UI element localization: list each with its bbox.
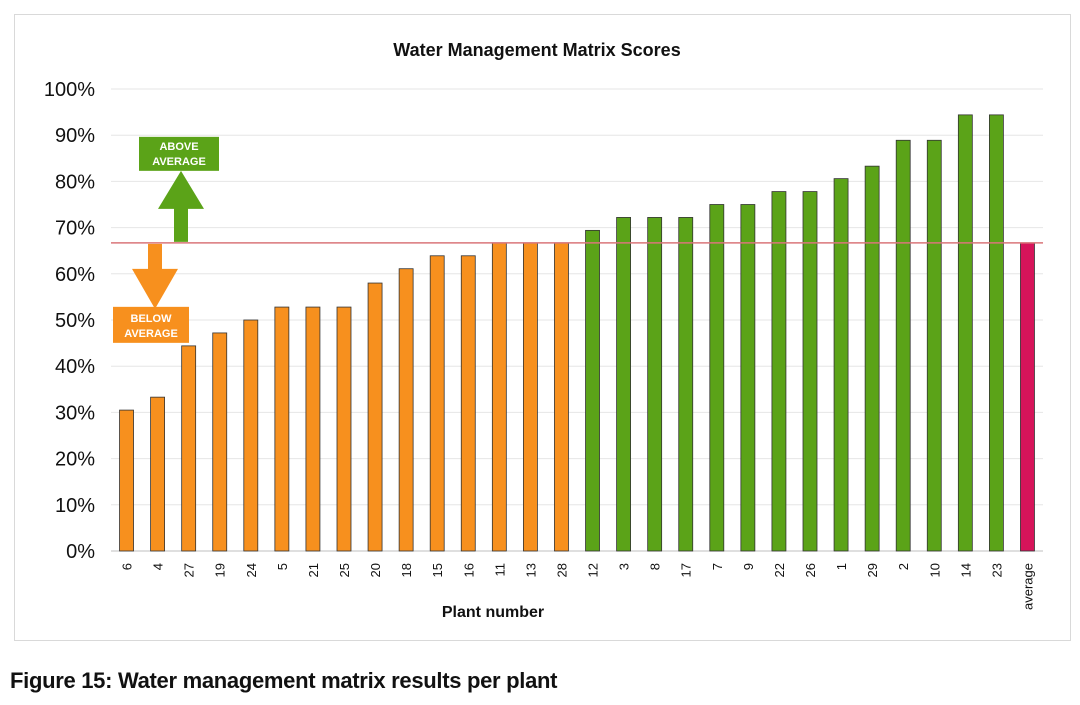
above-average-label: ABOVE	[159, 141, 198, 153]
bar-plant-20	[367, 282, 383, 552]
bar-plant-11	[491, 242, 507, 552]
x-tick-label: 11	[492, 563, 507, 577]
bars	[119, 114, 1035, 552]
x-axis-ticks: 6 4 27 19 24 5 21 25 20 18 15 16 11 13 28 12 3 8 17 7 9 22 26 1…	[120, 563, 1036, 610]
x-tick-label: 17	[679, 563, 694, 577]
x-tick-label: 27	[182, 563, 197, 577]
x-tick-label: 10	[927, 563, 942, 577]
x-tick-label: 19	[213, 563, 228, 577]
bar-plant-7	[709, 204, 725, 552]
bar-plant-28	[554, 242, 569, 552]
bar-plant-average	[1020, 242, 1035, 552]
x-tick-label: 1	[834, 563, 849, 570]
bar-plant-1	[833, 178, 849, 552]
x-tick-label: 8	[648, 563, 663, 570]
bar-plant-26	[802, 191, 818, 552]
x-tick-label: 5	[275, 563, 290, 570]
x-tick-label: 2	[896, 563, 911, 570]
x-tick-label: 3	[617, 563, 632, 570]
x-tick-label: 22	[772, 563, 787, 577]
arrow-up-icon	[158, 170, 204, 242]
y-tick-label: 100%	[44, 79, 95, 101]
x-tick-label: 6	[120, 563, 135, 570]
below-average-box	[113, 306, 189, 343]
x-tick-label: 9	[741, 563, 756, 570]
below-average-label: AVERAGE	[124, 328, 178, 340]
above-average-label: AVERAGE	[152, 156, 206, 168]
bar-plant-23	[989, 114, 1004, 552]
x-tick-label: 23	[989, 563, 1004, 577]
x-tick-label: 29	[865, 563, 880, 577]
bar-plant-21	[305, 306, 321, 552]
bar-plant-17	[678, 217, 694, 552]
y-tick-label: 90%	[55, 125, 95, 147]
bar-plant-4	[150, 396, 166, 552]
bar-plant-5	[274, 306, 290, 552]
chart-title: Water Management Matrix Scores	[393, 40, 680, 60]
bar-plant-27	[181, 345, 197, 552]
bar-plant-8	[647, 217, 663, 552]
bar-plant-6	[119, 409, 134, 552]
chart-frame: Water Management Matrix Scores 0% 10% 20% 3…	[14, 14, 1071, 641]
bar-plant-25	[336, 306, 352, 552]
y-tick-label: 0%	[66, 541, 95, 563]
above-average-box	[139, 136, 219, 171]
x-tick-label: 13	[523, 563, 538, 577]
bar-plant-19	[212, 332, 228, 552]
x-tick-label: 15	[430, 563, 445, 577]
y-tick-label: 70%	[55, 218, 95, 240]
bar-plant-14	[957, 114, 973, 552]
bar-plant-18	[398, 268, 414, 552]
x-tick-label: 20	[368, 563, 383, 577]
y-axis-ticks: 0% 10% 20% 30% 40% 50% 60% 70% 80% 90% 100%	[44, 79, 95, 563]
x-tick-label: 14	[958, 563, 973, 577]
x-tick-label: 7	[710, 563, 725, 570]
x-tick-label: 18	[399, 563, 414, 577]
x-tick-label: average	[1020, 563, 1035, 610]
bar-plant-24	[243, 319, 259, 552]
bar-plant-29	[864, 165, 880, 552]
x-tick-label: 26	[803, 563, 818, 577]
average-annotations: ABOVE AVERAGE BELOW AVERAGE	[113, 136, 219, 343]
y-tick-label: 30%	[55, 402, 95, 424]
x-tick-label: 4	[151, 563, 166, 570]
x-tick-label: 25	[337, 563, 352, 577]
bar-plant-3	[616, 217, 631, 552]
bar-chart: Water Management Matrix Scores 0% 10% 20% 3…	[44, 40, 1043, 621]
x-tick-label: 28	[554, 563, 569, 577]
bar-plant-2	[895, 139, 911, 552]
y-tick-label: 20%	[55, 449, 95, 471]
grid-lines	[111, 88, 1043, 552]
x-tick-label: 21	[306, 563, 321, 577]
y-tick-label: 60%	[55, 264, 95, 286]
y-tick-label: 10%	[55, 495, 95, 517]
x-tick-label: 16	[461, 563, 476, 577]
bar-plant-10	[926, 139, 942, 552]
x-tick-label: 24	[244, 563, 259, 577]
below-average-label: BELOW	[131, 313, 173, 325]
x-axis-label: Plant number	[442, 604, 544, 621]
y-tick-label: 40%	[55, 356, 95, 378]
bar-plant-9	[740, 204, 756, 552]
figure-caption: Figure 15: Water management matrix resul…	[10, 668, 558, 693]
y-tick-label: 50%	[55, 310, 95, 332]
bar-plant-16	[460, 255, 476, 552]
x-tick-label: 12	[586, 563, 601, 577]
bar-plant-15	[429, 255, 445, 552]
arrow-down-icon	[132, 243, 178, 309]
y-tick-label: 80%	[55, 171, 95, 193]
bar-plant-22	[771, 191, 787, 552]
bar-plant-13	[522, 242, 538, 552]
bar-plant-12	[585, 229, 600, 552]
